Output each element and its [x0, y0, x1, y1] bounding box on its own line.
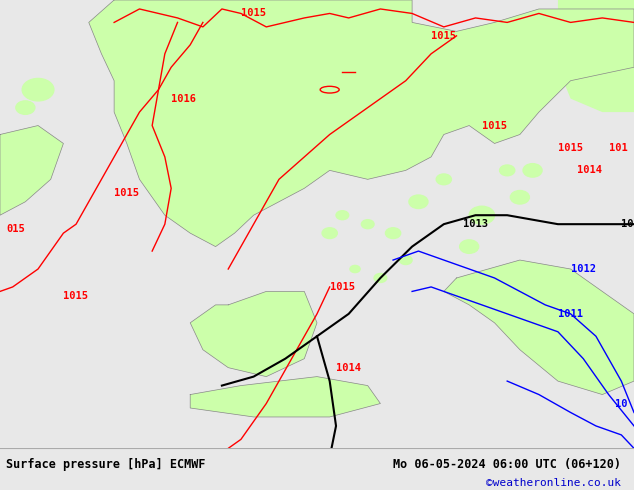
Text: 101: 101 — [609, 143, 628, 153]
Text: 1013: 1013 — [463, 219, 488, 229]
Text: 1012: 1012 — [571, 264, 595, 274]
Polygon shape — [558, 0, 634, 112]
Circle shape — [374, 273, 387, 282]
Polygon shape — [190, 377, 380, 417]
Text: ©weatheronline.co.uk: ©weatheronline.co.uk — [486, 477, 621, 488]
Text: 1014: 1014 — [336, 363, 361, 373]
Circle shape — [184, 121, 197, 130]
Text: 1015: 1015 — [431, 31, 456, 41]
Text: Mo 06-05-2024 06:00 UTC (06+120): Mo 06-05-2024 06:00 UTC (06+120) — [393, 458, 621, 471]
Circle shape — [172, 95, 183, 102]
Text: 1015: 1015 — [241, 8, 266, 19]
Text: Surface pressure [hPa] ECMWF: Surface pressure [hPa] ECMWF — [6, 458, 206, 471]
Circle shape — [385, 228, 401, 239]
Circle shape — [350, 266, 360, 272]
Circle shape — [222, 157, 235, 166]
Circle shape — [274, 122, 284, 129]
Text: 1013: 1013 — [621, 219, 634, 229]
Polygon shape — [89, 0, 634, 246]
Polygon shape — [190, 292, 317, 377]
Circle shape — [436, 174, 451, 185]
Text: 1015: 1015 — [482, 121, 507, 130]
Circle shape — [460, 240, 479, 253]
Circle shape — [22, 78, 54, 101]
Text: 1015: 1015 — [114, 188, 139, 198]
Circle shape — [510, 191, 529, 204]
Circle shape — [409, 195, 428, 208]
Circle shape — [273, 94, 285, 103]
Text: 1016: 1016 — [171, 94, 196, 104]
Text: 1015: 1015 — [558, 143, 583, 153]
Circle shape — [217, 131, 227, 138]
Circle shape — [399, 256, 412, 265]
Text: 1015: 1015 — [63, 291, 88, 301]
Polygon shape — [0, 125, 63, 215]
Polygon shape — [444, 260, 634, 394]
Circle shape — [469, 206, 495, 224]
Circle shape — [16, 101, 35, 114]
Circle shape — [322, 228, 337, 239]
Text: 10: 10 — [615, 398, 628, 409]
Text: 1011: 1011 — [558, 309, 583, 319]
Circle shape — [500, 165, 515, 176]
Circle shape — [523, 164, 542, 177]
Circle shape — [336, 211, 349, 220]
Circle shape — [361, 220, 374, 229]
Text: 015: 015 — [6, 223, 25, 234]
Text: 1015: 1015 — [330, 282, 354, 292]
Text: 1014: 1014 — [577, 165, 602, 175]
Circle shape — [161, 123, 169, 128]
